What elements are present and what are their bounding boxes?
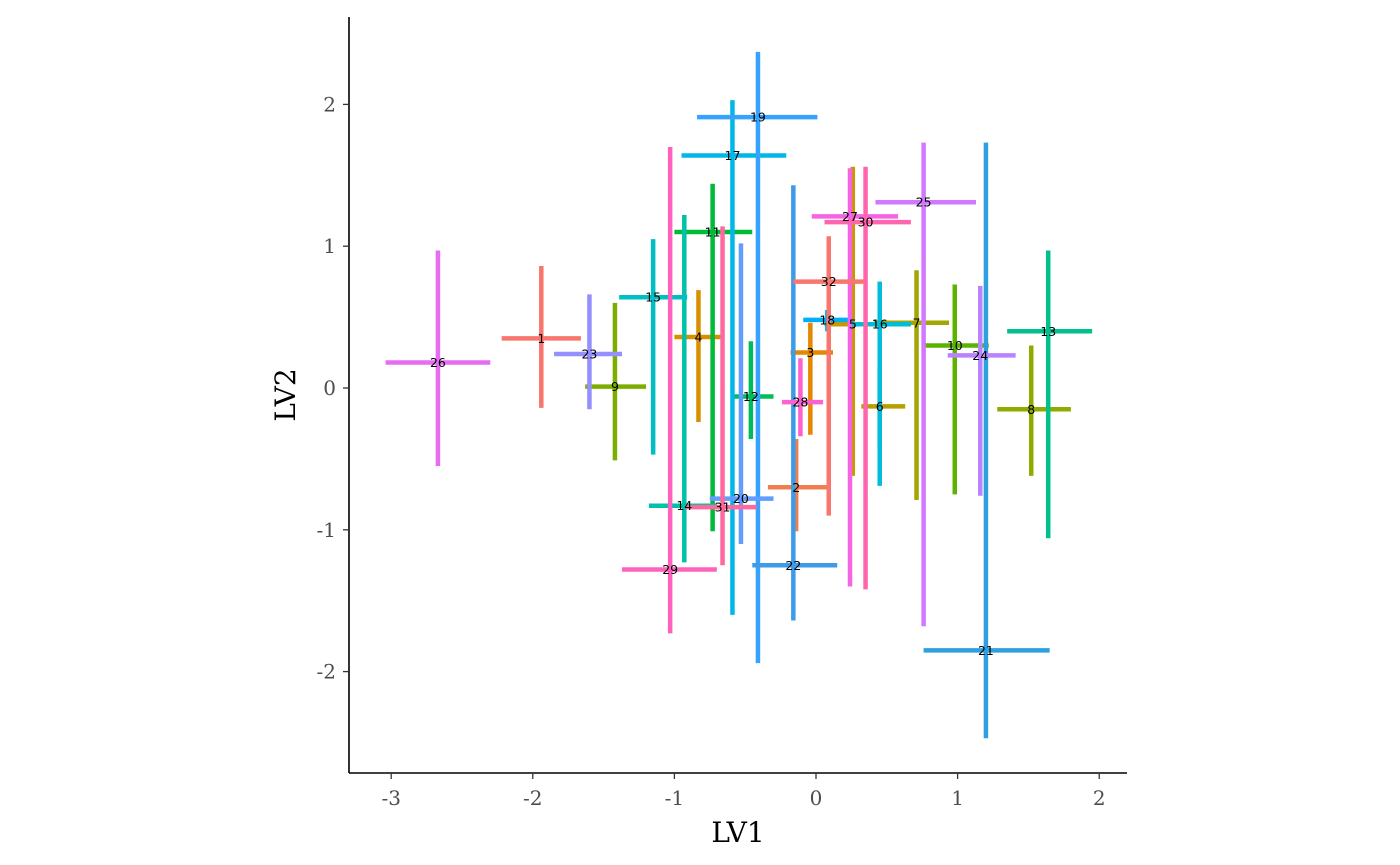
crosshair-point-3 xyxy=(790,322,833,435)
point-label: 28 xyxy=(792,395,808,410)
crosshair-point-7 xyxy=(874,270,950,501)
crosshair-point-11 xyxy=(674,183,753,532)
point-label: 11 xyxy=(705,225,721,240)
y-tick-label: -1 xyxy=(317,518,336,542)
crosshair-point-24 xyxy=(947,285,1016,496)
point-label: 20 xyxy=(733,491,749,506)
point-label: 29 xyxy=(662,562,678,577)
crosshair-point-13 xyxy=(1007,250,1093,539)
crosshair-point-28 xyxy=(782,358,824,437)
point-label: 18 xyxy=(819,312,835,327)
crosshair-point-32 xyxy=(793,236,865,516)
point-label: 5 xyxy=(849,317,857,332)
crosshair-point-25 xyxy=(875,142,977,627)
point-label: 7 xyxy=(913,315,921,330)
point-label: 13 xyxy=(1040,324,1056,339)
x-tick-label: 0 xyxy=(810,786,823,810)
crosshair-point-8 xyxy=(997,345,1071,476)
point-label: 12 xyxy=(743,389,759,404)
point-label: 2 xyxy=(792,480,800,495)
x-axis-ticks: -3 -2 -1 0 1 2 xyxy=(381,773,1106,810)
point-label: 23 xyxy=(581,346,597,361)
point-label: 19 xyxy=(750,110,766,125)
crosshair-point-16 xyxy=(851,281,911,486)
point-label: 22 xyxy=(785,558,801,573)
crosshair-point-17 xyxy=(681,100,787,615)
point-label: 4 xyxy=(694,329,702,344)
x-tick-label: -2 xyxy=(523,786,542,810)
point-label: 1 xyxy=(537,331,545,346)
point-label: 14 xyxy=(676,498,692,513)
crosshair-point-26 xyxy=(385,250,491,466)
point-label: 8 xyxy=(1027,402,1035,417)
point-label: 17 xyxy=(725,148,741,163)
crosshair-point-15 xyxy=(619,239,688,455)
crosshair-point-1 xyxy=(501,266,581,408)
y-tick-label: 2 xyxy=(323,92,336,116)
y-axis-title: LV2 xyxy=(269,368,302,421)
crosshair-point-9 xyxy=(585,302,647,461)
crosshair-point-29 xyxy=(622,146,717,634)
x-tick-label: 1 xyxy=(951,786,964,810)
crosshair-point-10 xyxy=(923,284,989,495)
point-label: 9 xyxy=(611,379,619,394)
x-tick-label: -3 xyxy=(381,786,400,810)
point-label: 32 xyxy=(821,274,837,289)
point-label: 21 xyxy=(978,643,994,658)
crosshair-point-31 xyxy=(685,226,757,566)
crosshair-point-30 xyxy=(824,166,911,590)
y-tick-label: -2 xyxy=(317,660,336,684)
crosshair-point-2 xyxy=(767,439,828,532)
point-label: 16 xyxy=(872,317,888,332)
y-axis-ticks: -2 -1 0 1 2 xyxy=(317,92,349,684)
point-label: 31 xyxy=(715,500,731,515)
point-label: 6 xyxy=(876,399,884,414)
y-tick-label: 0 xyxy=(323,376,336,400)
crosshair-point-4 xyxy=(674,290,723,423)
point-label: 15 xyxy=(645,290,661,305)
crosshair-point-19 xyxy=(697,51,818,664)
crosshair-point-27 xyxy=(811,168,899,587)
point-label: 3 xyxy=(806,345,814,360)
crosshair-point-21 xyxy=(923,142,1050,739)
x-axis-title: LV1 xyxy=(711,816,764,849)
point-label: 26 xyxy=(430,355,446,370)
x-tick-label: 2 xyxy=(1093,786,1106,810)
point-label: 24 xyxy=(972,348,988,363)
x-tick-label: -1 xyxy=(665,786,684,810)
y-tick-label: 1 xyxy=(323,234,336,258)
point-label: 27 xyxy=(842,209,858,224)
point-label: 25 xyxy=(916,195,932,210)
crosshair-point-23 xyxy=(554,294,623,410)
point-label: 30 xyxy=(858,215,874,230)
point-label: 10 xyxy=(947,338,963,353)
